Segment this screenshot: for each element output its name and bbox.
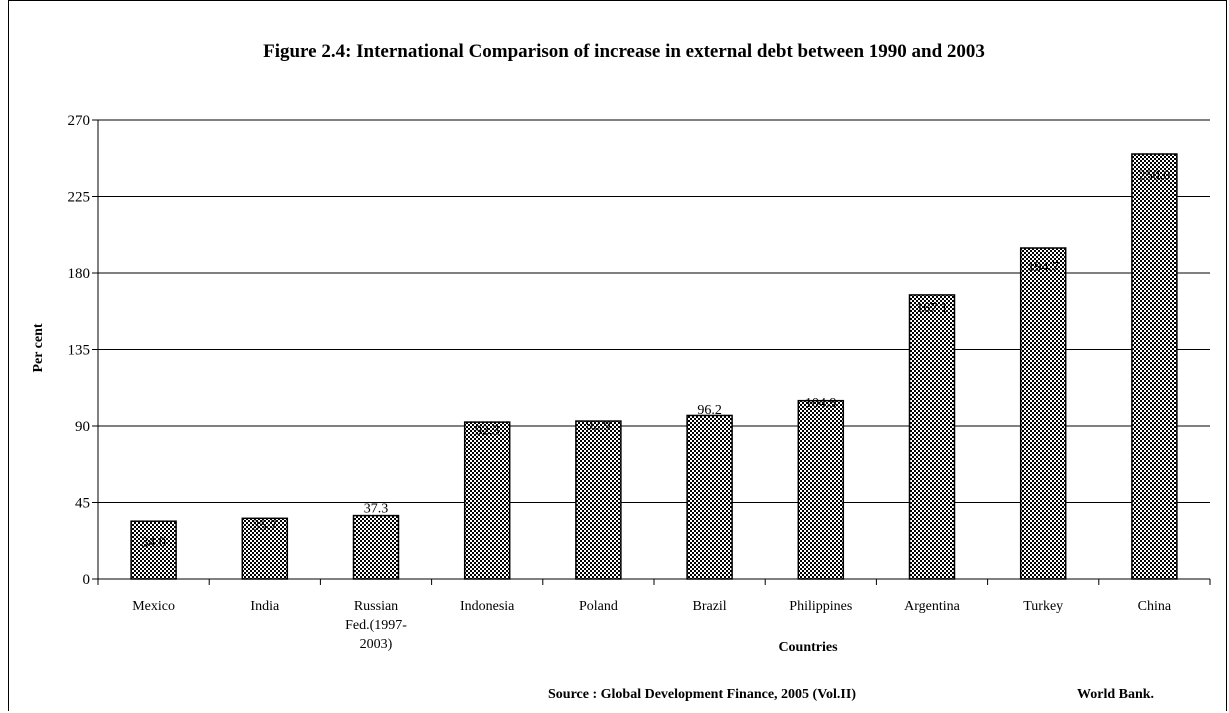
data-label: 35.7	[253, 519, 278, 534]
bar	[797, 399, 845, 580]
bar	[463, 421, 511, 580]
bar	[575, 420, 622, 580]
x-tick-label: Russian	[354, 599, 398, 614]
y-tick-label: 225	[68, 190, 91, 206]
data-label: 37.3	[364, 502, 389, 517]
chart-title: Figure 2.4: International Comparison of …	[263, 41, 985, 62]
x-tick-label: Turkey	[1023, 599, 1063, 614]
data-label: 34.0	[141, 536, 166, 551]
data-label: 250.0	[1139, 168, 1171, 183]
bar	[908, 294, 956, 580]
y-axis-title: Per cent	[31, 323, 46, 372]
x-tick-label: India	[250, 599, 280, 614]
data-label: 96.2	[697, 403, 722, 418]
data-label: 92.3	[475, 423, 500, 438]
gridlines	[98, 119, 1210, 503]
y-tick-label: 270	[68, 113, 91, 129]
bar	[1131, 153, 1178, 580]
x-tick-label: Poland	[579, 599, 618, 614]
y-tick-label: 180	[68, 266, 91, 282]
x-tick-label: Brazil	[692, 599, 726, 614]
data-label: 167.1	[916, 301, 948, 316]
bars	[130, 153, 1178, 580]
x-axis-categories: Mexico India Russian Fed.(1997- 2003) Indones…	[97, 579, 1211, 652]
y-tick-label: 45	[75, 496, 90, 512]
x-tick-label: Fed.(1997-	[345, 618, 407, 633]
x-tick-label: Philippines	[789, 599, 852, 614]
x-tick-label: Indonesia	[460, 599, 515, 614]
x-tick-label: Argentina	[904, 599, 961, 614]
y-tick-label: 90	[75, 419, 90, 435]
data-label: 92.9	[586, 418, 611, 433]
bar	[686, 414, 733, 580]
x-tick-label: Mexico	[132, 599, 175, 614]
source-text: Source : Global Development Finance, 200…	[548, 687, 856, 702]
y-tick-label: 0	[83, 572, 91, 588]
publisher-text: World Bank.	[1077, 687, 1154, 702]
data-label: 104.9	[805, 396, 837, 411]
x-tick-label: China	[1138, 599, 1172, 614]
data-label: 194.7	[1027, 260, 1059, 275]
y-tick-label: 135	[68, 343, 91, 359]
x-tick-label: 2003)	[360, 637, 393, 652]
chart-frame	[8, 0, 1227, 711]
bar	[352, 514, 400, 580]
data-labels: 34.0 35.7 37.3 92.3 92.9 96.2 104.9 167.1 194.7 2…	[141, 168, 1170, 550]
y-axis-ticks: 0 45 90 135 180 225 270	[68, 113, 98, 588]
bar	[1019, 247, 1067, 580]
bar	[241, 517, 289, 580]
x-axis-title: Countries	[778, 640, 838, 655]
